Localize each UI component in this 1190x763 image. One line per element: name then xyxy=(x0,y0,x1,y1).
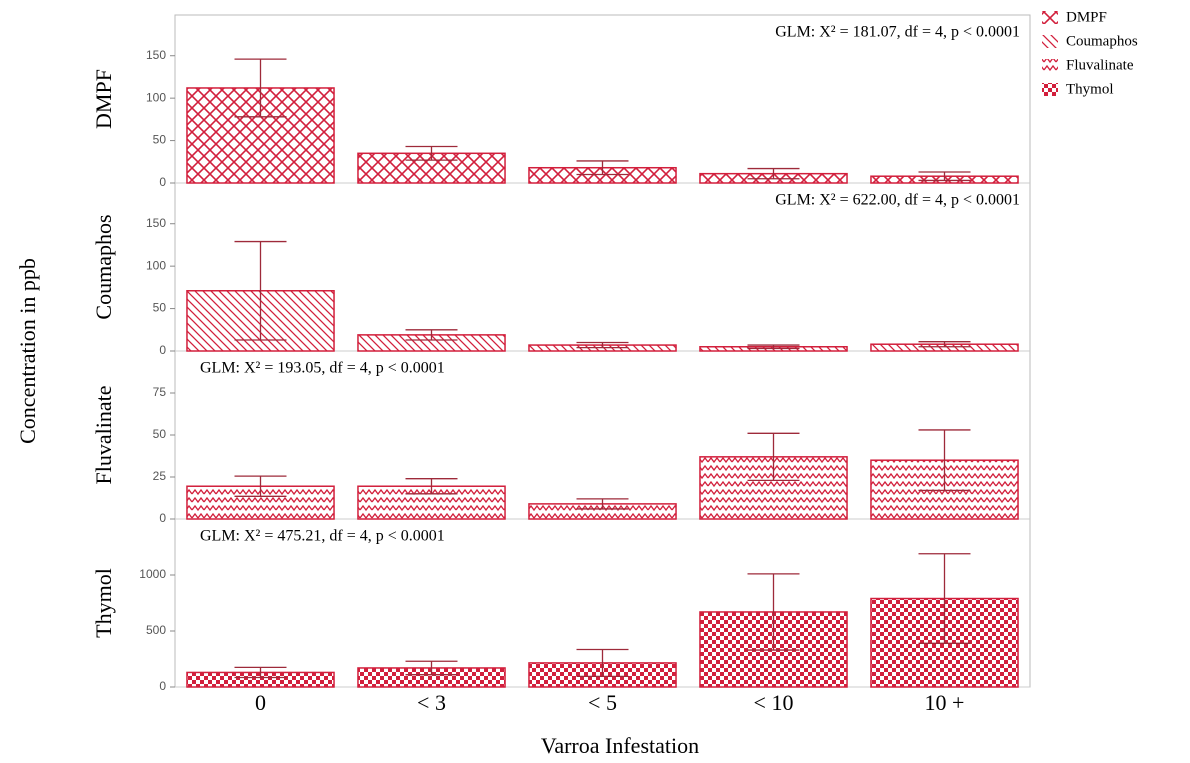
annotation: GLM: X² = 181.07, df = 4, p < 0.0001 xyxy=(775,24,1020,41)
y-axis-label: Concentration in ppb xyxy=(15,258,40,444)
legend-label: DMPF xyxy=(1066,9,1107,25)
y-tick-label: 150 xyxy=(146,216,166,230)
error-bar xyxy=(918,171,971,182)
error-bar xyxy=(576,498,629,510)
legend-label: Fluvalinate xyxy=(1066,57,1134,73)
panel-label: Fluvalinate xyxy=(91,386,116,485)
legend-label: Thymol xyxy=(1066,81,1114,97)
y-tick-label: 0 xyxy=(159,343,166,357)
legend-swatch xyxy=(1042,83,1058,96)
y-tick-label: 100 xyxy=(146,258,166,272)
panel-label: DMPF xyxy=(91,69,116,129)
error-bar xyxy=(747,432,800,482)
y-tick-label: 25 xyxy=(153,469,167,483)
error-bar xyxy=(747,344,800,350)
error-bar xyxy=(576,341,629,349)
error-bar xyxy=(234,58,287,118)
y-tick-label: 100 xyxy=(146,90,166,104)
panel-label: Coumaphos xyxy=(91,214,116,319)
y-tick-label: 50 xyxy=(153,427,167,441)
annotation: GLM: X² = 193.05, df = 4, p < 0.0001 xyxy=(200,360,445,377)
y-tick-label: 0 xyxy=(159,511,166,525)
legend-swatch xyxy=(1042,59,1058,72)
error-bar xyxy=(405,478,458,495)
y-tick-label: 75 xyxy=(153,385,167,399)
panel-label: Thymol xyxy=(91,568,116,638)
annotation: GLM: X² = 475.21, df = 4, p < 0.0001 xyxy=(200,528,445,545)
legend-swatch xyxy=(1042,11,1058,24)
legend-swatch xyxy=(1042,35,1058,48)
y-tick-label: 0 xyxy=(159,175,166,189)
error-bar xyxy=(576,160,629,176)
error-bar xyxy=(405,660,458,676)
y-tick-label: 150 xyxy=(146,48,166,62)
x-tick-label: < 3 xyxy=(417,690,446,715)
y-tick-label: 50 xyxy=(153,133,167,147)
error-bar xyxy=(918,341,971,348)
x-tick-label: < 5 xyxy=(588,690,617,715)
error-bar xyxy=(576,648,629,678)
legend-label: Coumaphos xyxy=(1066,33,1138,49)
error-bar xyxy=(234,240,287,341)
error-bar xyxy=(234,666,287,679)
error-bar xyxy=(405,145,458,161)
error-bar xyxy=(747,573,800,651)
error-bar xyxy=(918,553,971,644)
error-bar xyxy=(918,429,971,492)
error-bar xyxy=(747,167,800,180)
x-tick-label: 10 + xyxy=(925,690,965,715)
y-tick-label: 1000 xyxy=(139,567,166,581)
y-tick-label: 50 xyxy=(153,301,167,315)
error-bar xyxy=(405,329,458,341)
x-axis-label: Varroa Infestation xyxy=(541,733,699,758)
y-tick-label: 0 xyxy=(159,679,166,693)
y-tick-label: 500 xyxy=(146,623,166,637)
x-tick-label: < 10 xyxy=(754,690,794,715)
annotation: GLM: X² = 622.00, df = 4, p < 0.0001 xyxy=(775,192,1020,209)
x-tick-label: 0 xyxy=(255,690,266,715)
error-bar xyxy=(234,475,287,497)
